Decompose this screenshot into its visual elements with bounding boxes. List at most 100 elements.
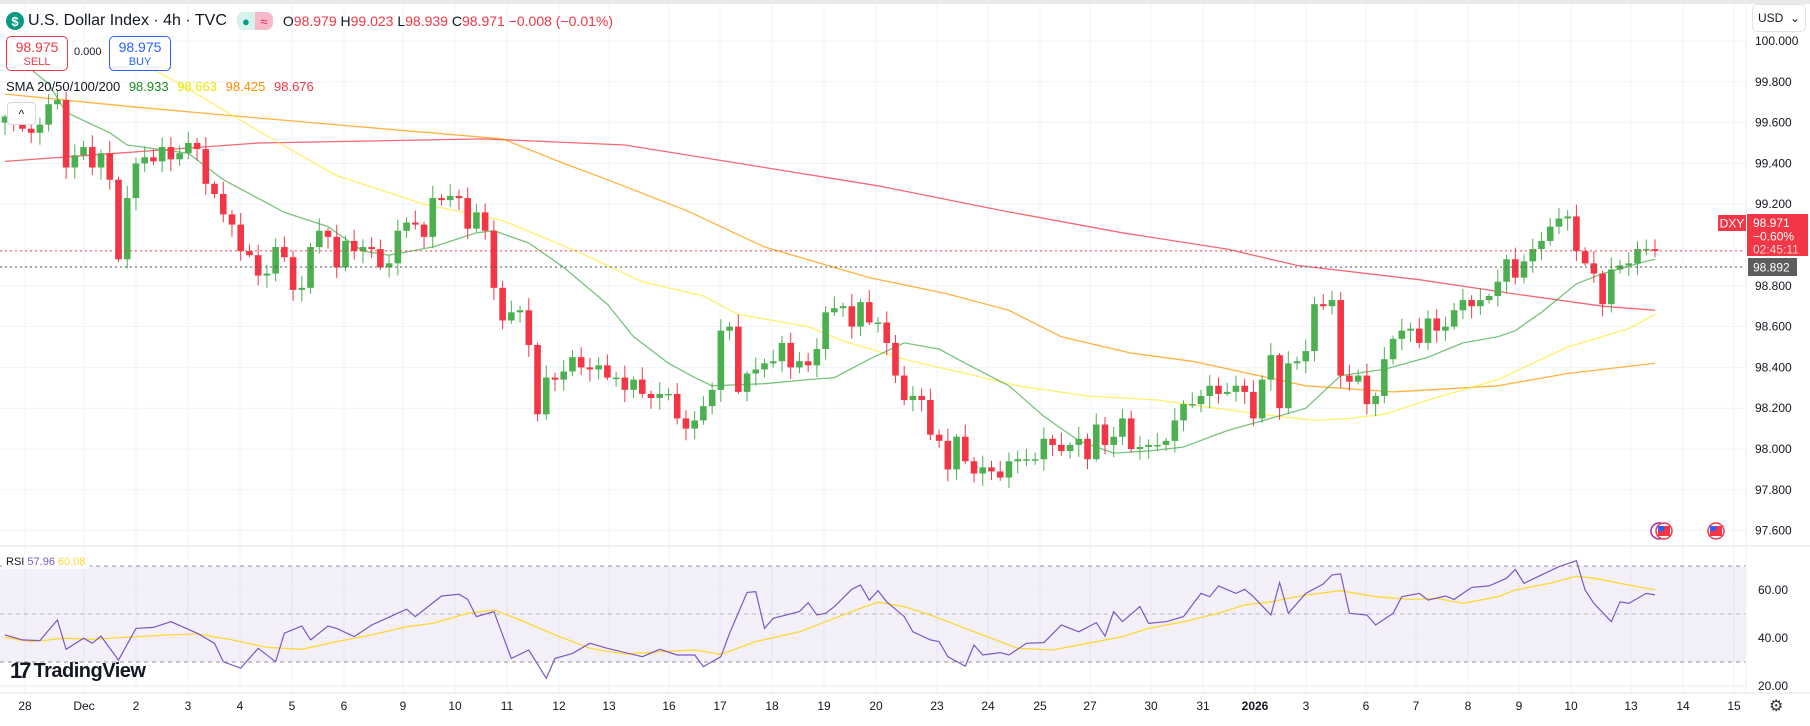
date-tick-label: 23 xyxy=(930,699,944,713)
candle-body xyxy=(446,196,454,201)
candle xyxy=(324,227,332,249)
market-status[interactable]: ● ≈ xyxy=(236,12,273,30)
price-tick-label: 98.400 xyxy=(1755,360,1792,374)
candle-body xyxy=(1119,418,1126,437)
date-tick-label: 8 xyxy=(1465,699,1472,713)
candle-body xyxy=(630,379,637,390)
candle-body xyxy=(1136,446,1144,449)
candle-body xyxy=(1023,459,1030,461)
low-value: 98.939 xyxy=(405,13,448,29)
candle xyxy=(237,212,245,261)
candle-body xyxy=(1503,259,1510,282)
candle xyxy=(1197,389,1205,413)
date-tick-label: 7 xyxy=(1413,699,1420,713)
sell-button[interactable]: 98.975 SELL xyxy=(6,36,68,71)
candle xyxy=(1119,408,1126,446)
candle xyxy=(1459,288,1467,320)
collapse-legend-button[interactable]: ^ xyxy=(7,102,36,125)
candle-body xyxy=(996,471,1004,478)
open-value: 98.979 xyxy=(293,13,337,29)
currency-select[interactable]: USD ⌄ xyxy=(1752,4,1806,32)
candle-body xyxy=(604,365,611,378)
us-event-flag-icon[interactable] xyxy=(1650,522,1673,540)
candle-body xyxy=(132,163,140,199)
candle xyxy=(481,203,489,240)
candle-body xyxy=(621,377,629,390)
candle xyxy=(228,210,236,237)
candle xyxy=(438,194,445,206)
buy-button[interactable]: 98.975 BUY xyxy=(109,36,171,71)
tradingview-logo[interactable]: 17 TradingView xyxy=(10,658,146,684)
candle-body xyxy=(1031,459,1039,461)
candle-body xyxy=(918,395,925,401)
candle-body xyxy=(1206,385,1214,396)
candle-body xyxy=(682,418,690,429)
candle xyxy=(1031,452,1039,465)
currency-value: USD xyxy=(1758,11,1784,25)
candle xyxy=(1642,239,1650,256)
sma-legend[interactable]: SMA 20/50/100/200 98.933 98.663 98.425 9… xyxy=(6,79,319,94)
candle-body xyxy=(1250,391,1257,419)
candle-body xyxy=(857,302,864,327)
candle-body xyxy=(185,143,192,154)
date-tick-label: 24 xyxy=(981,699,995,713)
candle xyxy=(219,181,227,223)
price-tick-label: 99.400 xyxy=(1755,156,1792,170)
candle xyxy=(1014,450,1021,474)
us-event-flag-icon[interactable] xyxy=(1707,522,1725,540)
candle-body xyxy=(577,357,585,368)
candle-body xyxy=(935,434,943,441)
candle-body xyxy=(54,100,61,105)
candle-body xyxy=(1564,216,1571,219)
candle-body xyxy=(176,153,183,160)
candle xyxy=(569,349,576,377)
candle-body xyxy=(1267,355,1275,380)
candle xyxy=(333,224,341,279)
candle-body xyxy=(1538,240,1545,250)
candle-body xyxy=(970,461,978,474)
candle xyxy=(988,460,995,481)
candle xyxy=(1241,378,1248,405)
date-tick-label: 14 xyxy=(1676,699,1690,713)
candle xyxy=(1346,364,1353,391)
candle-body xyxy=(1005,461,1013,478)
date-tick-label: 4 xyxy=(237,699,244,713)
candle xyxy=(796,352,803,374)
candle-body xyxy=(560,371,568,380)
candle xyxy=(89,135,96,175)
price-tick-label: 99.200 xyxy=(1755,197,1792,211)
candle-body xyxy=(822,312,829,350)
candle xyxy=(935,429,943,448)
last-price-badge xyxy=(1747,214,1808,256)
candle xyxy=(254,244,262,286)
date-tick-label: 2 xyxy=(133,699,140,713)
candle xyxy=(464,187,471,240)
candle-body xyxy=(638,379,646,394)
candle-body xyxy=(831,308,838,313)
candles xyxy=(1,90,1659,488)
candle xyxy=(909,386,917,412)
rsi-line xyxy=(4,559,1656,680)
candle xyxy=(953,434,960,480)
spread-value: 0.000 xyxy=(74,46,102,58)
candle-body xyxy=(1581,251,1589,264)
candle xyxy=(1232,375,1240,402)
candle xyxy=(167,137,175,172)
candle xyxy=(1101,416,1109,455)
rsi-legend[interactable]: RSI 57.96 60.08 xyxy=(2,555,90,569)
date-tick-label: 13 xyxy=(1624,699,1638,713)
candle-body xyxy=(848,306,856,327)
date-tick-label: 3 xyxy=(1303,699,1310,713)
candle xyxy=(612,371,620,387)
symbol-title[interactable]: U.S. Dollar Index · 4h · TVC xyxy=(28,12,227,29)
candle xyxy=(1075,426,1083,458)
candle xyxy=(996,460,1004,481)
candle-body xyxy=(263,273,271,276)
candle xyxy=(1188,392,1196,409)
sell-price: 98.975 xyxy=(15,39,59,55)
candle xyxy=(1433,309,1441,343)
rsi-ma-value: 60.08 xyxy=(58,556,86,568)
close-value: 98.971 xyxy=(461,13,505,29)
gear-icon[interactable]: ⚙ xyxy=(1769,698,1784,715)
